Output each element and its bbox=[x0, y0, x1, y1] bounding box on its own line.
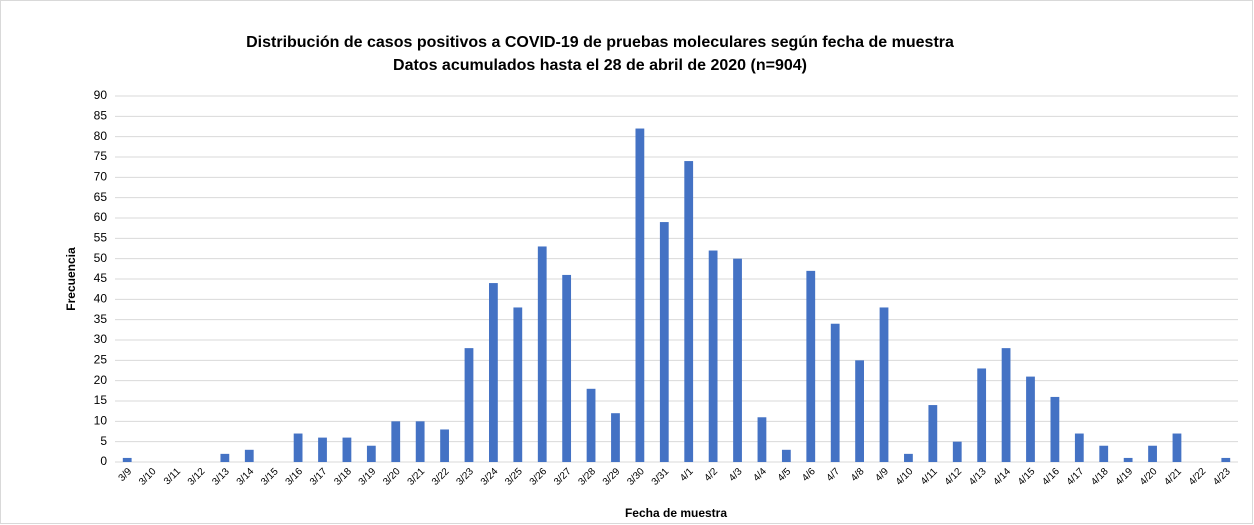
chart-subtitle: Datos acumulados hasta el 28 de abril de… bbox=[393, 57, 807, 74]
bar bbox=[708, 250, 718, 462]
y-tick-label: 10 bbox=[94, 414, 108, 428]
bar bbox=[318, 437, 327, 462]
bar bbox=[855, 360, 864, 462]
bar bbox=[1026, 376, 1035, 462]
bar bbox=[122, 457, 132, 462]
bar bbox=[440, 429, 449, 462]
y-tick-label: 15 bbox=[94, 393, 108, 407]
bar bbox=[830, 323, 840, 462]
chart-title: Distribución de casos positivos a COVID-… bbox=[246, 34, 954, 51]
y-tick-label: 5 bbox=[100, 434, 107, 448]
bar bbox=[977, 368, 987, 462]
bar bbox=[220, 453, 230, 462]
bar bbox=[659, 222, 669, 462]
bar bbox=[635, 128, 645, 463]
y-axis-title: Frecuencia bbox=[64, 247, 78, 311]
y-tick-label: 60 bbox=[94, 210, 108, 224]
bar bbox=[1123, 457, 1133, 462]
y-tick-label: 85 bbox=[94, 109, 108, 123]
bar bbox=[464, 348, 474, 462]
y-tick-label: 20 bbox=[94, 373, 108, 387]
bar bbox=[806, 270, 816, 462]
bar bbox=[562, 274, 572, 462]
bar bbox=[1148, 445, 1157, 462]
bar bbox=[781, 449, 791, 462]
bar bbox=[293, 433, 303, 462]
bar bbox=[1001, 348, 1011, 462]
bar bbox=[366, 445, 376, 462]
bar bbox=[611, 413, 620, 462]
bar bbox=[1050, 396, 1060, 462]
bar bbox=[879, 307, 889, 462]
bar bbox=[489, 283, 498, 462]
bar bbox=[513, 307, 523, 462]
y-tick-label: 70 bbox=[94, 170, 108, 184]
bar bbox=[904, 453, 913, 462]
y-tick-label: 30 bbox=[94, 332, 108, 346]
bar bbox=[1099, 445, 1109, 462]
bar bbox=[684, 161, 694, 463]
y-tick-label: 55 bbox=[94, 231, 108, 245]
y-tick-label: 40 bbox=[94, 292, 108, 306]
bar bbox=[1221, 457, 1231, 462]
bar bbox=[391, 421, 401, 462]
y-tick-label: 50 bbox=[94, 251, 108, 265]
bar bbox=[537, 246, 547, 462]
y-tick-label: 45 bbox=[94, 271, 108, 285]
y-tick-label: 90 bbox=[94, 88, 108, 102]
bar bbox=[757, 417, 767, 462]
y-tick-label: 80 bbox=[94, 129, 108, 143]
y-tick-label: 35 bbox=[94, 312, 108, 326]
x-axis-title: Fecha de muestra bbox=[625, 506, 727, 520]
bar bbox=[928, 405, 938, 462]
y-tick-label: 65 bbox=[94, 190, 108, 204]
y-tick-label: 0 bbox=[100, 454, 107, 468]
bar bbox=[244, 449, 254, 462]
y-tick-label: 25 bbox=[94, 353, 108, 367]
bar bbox=[1172, 433, 1182, 462]
bar bbox=[586, 388, 596, 462]
bar bbox=[1074, 433, 1084, 462]
y-tick-label: 75 bbox=[94, 149, 108, 163]
bar bbox=[415, 421, 425, 462]
bar bbox=[952, 441, 962, 462]
bar bbox=[342, 437, 352, 462]
bar bbox=[733, 258, 742, 462]
